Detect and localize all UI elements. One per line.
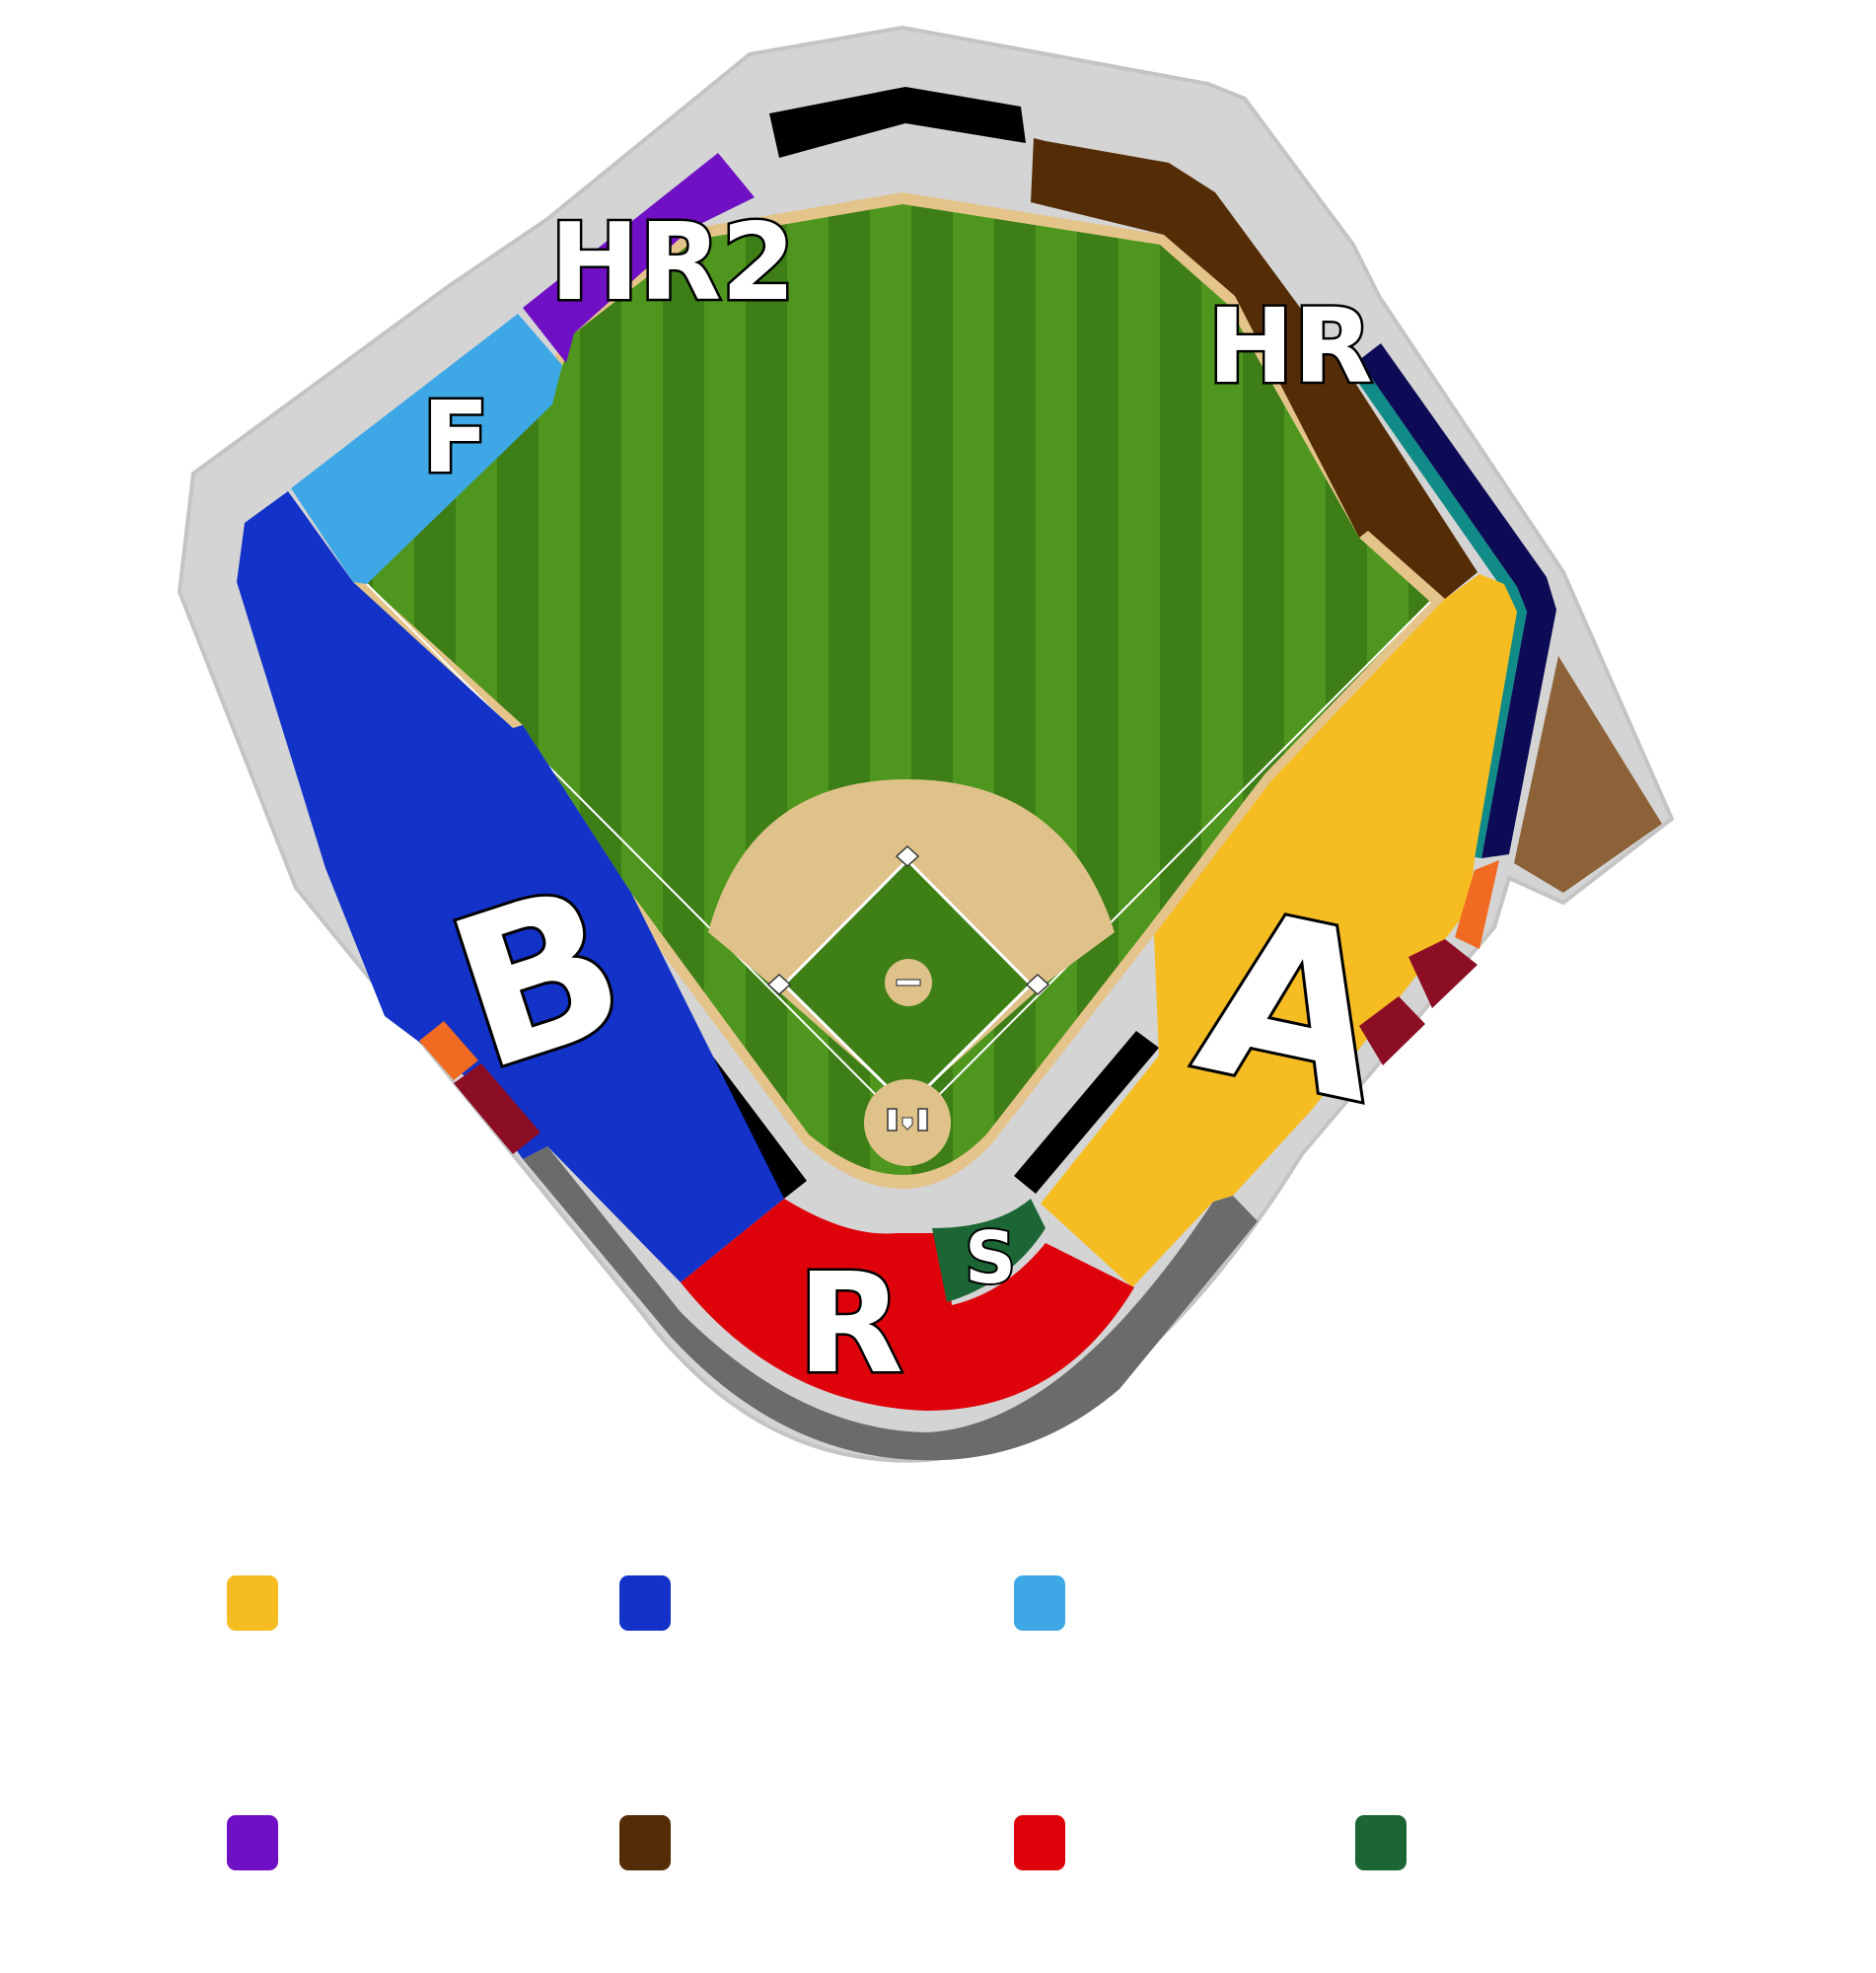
lower-walkway — [523, 1146, 1258, 1461]
section-HR[interactable] — [1031, 138, 1478, 599]
navy-strip — [1359, 343, 1556, 858]
section-S-label: S — [965, 1216, 1016, 1299]
section-HR-label: HR — [1207, 286, 1372, 406]
section-R-label: R — [797, 1244, 903, 1405]
section-HR2[interactable] — [523, 153, 755, 363]
section-F[interactable] — [291, 314, 562, 584]
scoreboard — [769, 87, 1026, 158]
legend-swatch-B[interactable] — [619, 1575, 671, 1631]
left-maroon-box — [454, 1063, 541, 1154]
section-F-label: F — [422, 380, 489, 495]
legend-swatch-S[interactable] — [1355, 1815, 1407, 1870]
left-orange-box — [419, 1021, 478, 1080]
legend-swatch-R[interactable] — [1014, 1815, 1065, 1870]
legend-swatch-A[interactable] — [227, 1575, 278, 1631]
right-maroon-box-2 — [1359, 996, 1425, 1065]
stadium-seating-map: A B F HR2 HR R S — [177, 25, 1675, 1463]
first-base-dugout — [1014, 1031, 1159, 1194]
section-B[interactable] — [237, 491, 784, 1282]
section-A[interactable] — [1041, 574, 1517, 1287]
legend-swatch-HR2[interactable] — [227, 1815, 278, 1870]
right-orange-box — [1455, 860, 1499, 949]
section-S[interactable] — [932, 1199, 1046, 1302]
right-maroon-box-1 — [1408, 939, 1478, 1008]
lawn-area — [1514, 656, 1662, 893]
section-HR2-label: HR2 — [550, 201, 796, 325]
legend-swatch-F[interactable] — [1014, 1575, 1065, 1631]
legend-swatch-HR[interactable] — [619, 1815, 671, 1870]
section-R[interactable] — [681, 1199, 1134, 1411]
